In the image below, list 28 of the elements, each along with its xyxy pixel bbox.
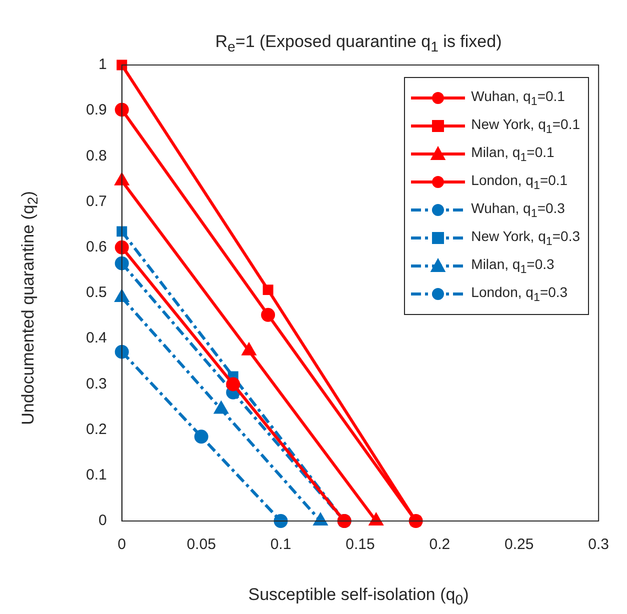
- x-tick-label: 0.1: [270, 536, 292, 554]
- x-tick-label: 0: [118, 536, 126, 554]
- x-tick-label: 0.3: [588, 536, 610, 554]
- x-tick-label: 0.2: [429, 536, 450, 554]
- legend-label: London, q$_{1}$=0.1: [471, 172, 568, 192]
- x-axis-title: Susceptible self-isolation (q$_{0}$): [247, 584, 470, 608]
- y-tick-label: 0.4: [86, 330, 107, 347]
- legend-label: London, q$_{1}$=0.3: [471, 284, 568, 304]
- x-tick-label: 0.15: [346, 536, 375, 554]
- legend-label: Milan, q$_{1}$=0.3: [471, 256, 554, 276]
- y-tick-label: 0.8: [86, 147, 107, 164]
- y-tick-label: 0.5: [86, 284, 107, 302]
- x-tick-label: 0.05: [186, 536, 216, 554]
- legend-label: Milan, q$_{1}$=0.1: [471, 144, 554, 164]
- y-tick-label: 0.3: [86, 375, 107, 392]
- chart-title: R$_{e}$=1 (Exposed quarantine q$_{1}$ is fixed): [214, 32, 503, 56]
- legend-label: Wuhan, q$_{1}$=0.1: [471, 88, 565, 108]
- x-tick-label: 0.25: [504, 536, 534, 554]
- y-tick-label: 0.9: [86, 102, 107, 119]
- legend-label: New York, q$_{1}$=0.1: [471, 116, 580, 136]
- y-tick-label: 0.7: [86, 192, 107, 210]
- y-tick-label: 0: [98, 512, 107, 530]
- y-tick-label: 0.2: [86, 420, 107, 438]
- y-tick-label: 0.1: [86, 466, 107, 484]
- y-tick-label: 1: [98, 56, 107, 74]
- y-tick-label: 0.6: [86, 238, 107, 256]
- legend-label: Wuhan, q$_{1}$=0.3: [471, 200, 565, 220]
- legend-label: New York, q$_{1}$=0.3: [471, 228, 580, 248]
